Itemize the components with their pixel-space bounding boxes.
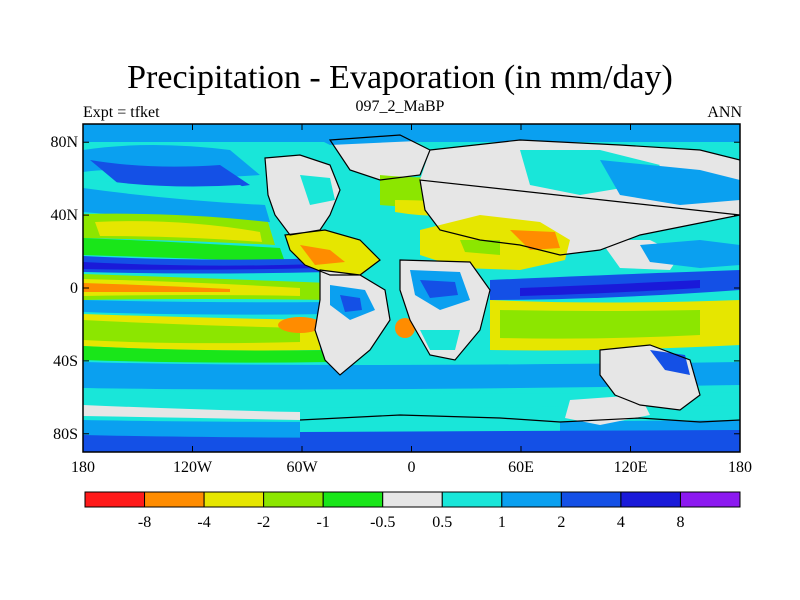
lon-tick-label: 180	[728, 459, 752, 476]
colorbar-label: 0.5	[432, 514, 452, 531]
latitude-axis: 80N 40N 0 40S 80S	[50, 134, 740, 443]
experiment-label: Expt = tfket	[83, 104, 160, 121]
colorbar: -8 -4 -2 -1 -0.5 0.5 1 2 4 8	[84, 491, 741, 531]
lat-tick-label: 80N	[50, 134, 78, 151]
colorbar-swatch	[679, 491, 741, 508]
colorbar-label: 4	[617, 514, 625, 531]
lon-tick-label: 60W	[286, 459, 318, 476]
colorbar-label: -2	[257, 514, 270, 531]
colorbar-swatch	[263, 491, 324, 508]
colorbar-label: 1	[498, 514, 506, 531]
colorbar-label: -8	[138, 514, 151, 531]
case-label: 097_2_MaBP	[355, 98, 445, 115]
colorbar-label: -0.5	[370, 514, 395, 531]
colorbar-swatch	[203, 491, 265, 508]
colorbar-swatch	[560, 491, 622, 508]
colorbar-swatch	[382, 491, 443, 508]
colorbar-swatch	[144, 491, 205, 508]
colorbar-swatch	[620, 491, 681, 508]
colorbar-label: 8	[676, 514, 684, 531]
colorbar-label: -4	[197, 514, 210, 531]
lon-tick-label: 0	[408, 459, 416, 476]
lon-tick-label: 180	[71, 459, 95, 476]
colorbar-swatch	[441, 491, 503, 508]
colorbar-label: 2	[557, 514, 565, 531]
colorbar-label: -1	[317, 514, 330, 531]
lon-tick-label: 120W	[173, 459, 213, 476]
map-title: Precipitation - Evaporation (in mm/day)	[127, 59, 673, 96]
lat-tick-label: 40N	[50, 207, 78, 224]
lon-tick-label: 120E	[614, 459, 648, 476]
lat-tick-label: 0	[70, 280, 78, 297]
contour-field	[83, 124, 740, 452]
lat-tick-label: 80S	[53, 426, 78, 443]
colorbar-swatch	[322, 491, 384, 508]
lon-tick-label: 60E	[508, 459, 534, 476]
lat-tick-label: 40S	[53, 353, 78, 370]
colorbar-swatch	[84, 491, 146, 508]
season-label: ANN	[707, 104, 742, 121]
longitude-axis: 180 120W 60W 0 60E 120E 180	[71, 124, 752, 476]
colorbar-swatch	[501, 491, 562, 508]
